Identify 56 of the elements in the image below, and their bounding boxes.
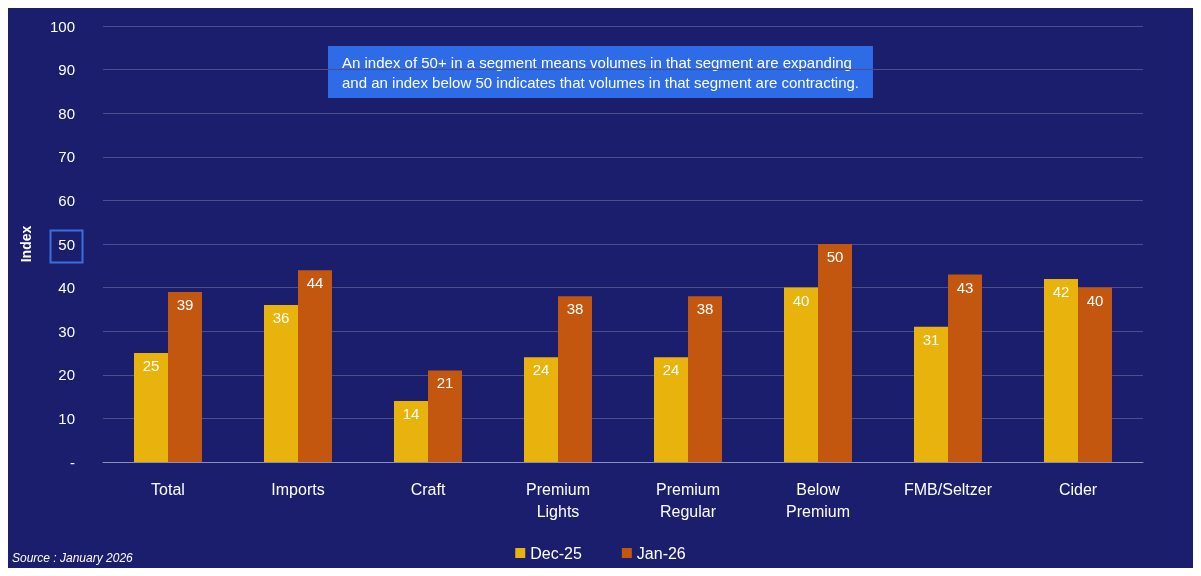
y-tick-label: 20 bbox=[58, 366, 75, 384]
data-label: 36 bbox=[272, 309, 290, 327]
bar bbox=[1044, 278, 1078, 462]
legend-label: Dec-25 bbox=[530, 544, 582, 562]
y-tick-label: - bbox=[70, 453, 75, 471]
bar bbox=[1078, 287, 1112, 462]
bar bbox=[298, 270, 332, 462]
y-tick-label: 70 bbox=[58, 148, 75, 166]
bar bbox=[654, 357, 688, 462]
data-label: 43 bbox=[956, 278, 974, 296]
data-label: 25 bbox=[142, 357, 160, 374]
bar bbox=[914, 326, 948, 462]
data-label: 39 bbox=[176, 295, 194, 313]
y-tick-label: 50 bbox=[58, 235, 75, 253]
x-tick-label: Premium Lights bbox=[525, 480, 591, 520]
y-tick-label: 10 bbox=[58, 409, 75, 427]
x-tick-label: FMB/Seltzer bbox=[903, 480, 993, 498]
y-tick-label: 90 bbox=[58, 61, 75, 79]
bar bbox=[168, 291, 202, 462]
x-tick-label: Total bbox=[151, 480, 185, 498]
y-tick-label: 80 bbox=[58, 104, 75, 122]
bar bbox=[558, 296, 592, 462]
y-axis-title: Index bbox=[18, 225, 34, 263]
data-label: 38 bbox=[566, 300, 584, 318]
legend-label: Jan-26 bbox=[636, 544, 686, 562]
bar bbox=[394, 400, 428, 462]
data-label: 50 bbox=[826, 248, 844, 265]
y-tick-label: 100 bbox=[49, 17, 75, 35]
data-label: 44 bbox=[306, 274, 324, 292]
x-tick-label: Imports bbox=[271, 480, 325, 498]
bar bbox=[948, 274, 982, 462]
bar bbox=[688, 296, 722, 462]
data-label: 14 bbox=[402, 404, 420, 422]
data-label: 38 bbox=[696, 300, 714, 318]
bar bbox=[818, 244, 852, 462]
data-label: 42 bbox=[1052, 282, 1070, 300]
data-label: 40 bbox=[792, 291, 810, 309]
data-label: 24 bbox=[532, 361, 550, 379]
bar bbox=[428, 370, 462, 462]
annotation: An index of 50+ in a segment means volumes in that segment are expanding and an index below 50 indicates that volumes in that segment are contracting. bbox=[342, 53, 859, 91]
bar bbox=[784, 287, 818, 462]
x-tick-label: Craft bbox=[410, 480, 446, 498]
data-label: 24 bbox=[662, 361, 680, 379]
x-tick-label: Premium Regular bbox=[655, 480, 721, 520]
data-label: 21 bbox=[436, 374, 454, 392]
data-label: 40 bbox=[1086, 291, 1104, 309]
y-tick-label: 40 bbox=[58, 279, 75, 297]
bar bbox=[134, 353, 168, 462]
bar bbox=[264, 305, 298, 462]
bar bbox=[524, 357, 558, 462]
y-tick-label: 30 bbox=[58, 322, 75, 340]
source-note: Source : January 2026 bbox=[12, 551, 134, 565]
x-tick-label: Below Premium bbox=[785, 480, 851, 520]
x-tick-label: Cider bbox=[1058, 480, 1098, 498]
data-label: 31 bbox=[922, 330, 940, 348]
y-tick-label: 60 bbox=[58, 191, 75, 209]
